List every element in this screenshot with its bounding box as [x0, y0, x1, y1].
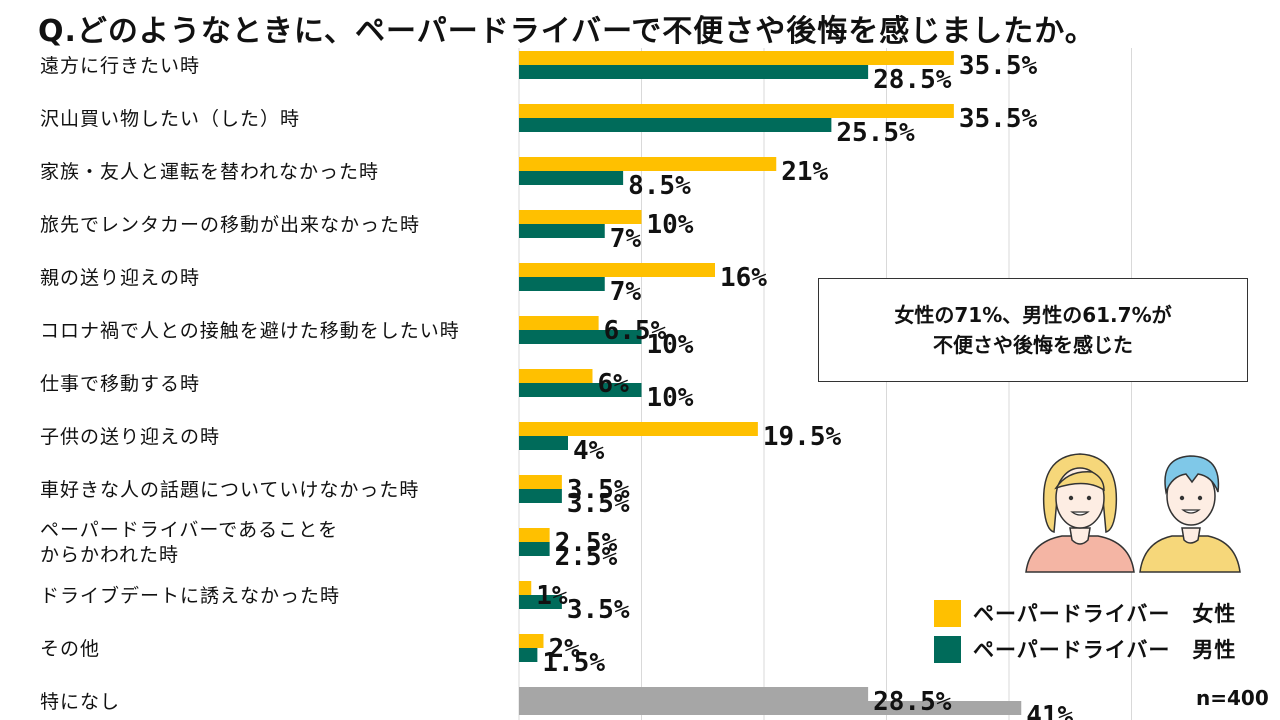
data-label-male: 10% [647, 330, 694, 360]
category-label: その他 [40, 637, 101, 660]
bar-male [519, 489, 562, 503]
bar-male [519, 436, 568, 450]
chart-title: Q.どのようなときに、ペーパードライバーで不便さや後悔を感じましたか。 [38, 14, 1096, 49]
data-label-female: 10% [647, 210, 694, 240]
data-label-female: 35.5% [959, 104, 1038, 134]
data-label-male: 1.5% [542, 648, 605, 678]
category-label: 家族・友人と運転を替われなかった時 [40, 160, 380, 183]
data-label-female: 28.5% [873, 687, 952, 717]
category-label: コロナ禍で人との接触を避けた移動をしたい時 [40, 319, 460, 342]
bar-male [519, 171, 624, 185]
chart-legend: ペーパードライバー 女性 ペーパードライバー 男性 [934, 596, 1236, 668]
bar-male [519, 648, 538, 662]
data-label-male: 7% [610, 224, 642, 254]
data-label-male: 8.5% [628, 171, 691, 201]
bar-female [519, 687, 869, 701]
category-label: 車好きな人の話題についていけなかった時 [40, 478, 420, 501]
bar-male [519, 542, 550, 556]
data-label-male: 10% [647, 383, 694, 413]
data-label-male: 41% [1026, 701, 1073, 720]
data-label-female: 2.5% [555, 528, 618, 558]
legend-item-male: ペーパードライバー 男性 [934, 632, 1236, 666]
bar-female [519, 263, 715, 277]
category-label: 特になし [40, 690, 121, 713]
legend-swatch-male [934, 635, 961, 663]
man-illustration [1139, 455, 1241, 573]
legend-label-female: ペーパードライバー 女性 [973, 602, 1237, 626]
data-label-female: 2% [549, 634, 581, 664]
callout-line-1: 女性の71%、男性の61.7%が [894, 303, 1172, 327]
data-label-male: 28.5% [873, 65, 952, 95]
category-label: 子供の送り迎えの時 [40, 425, 221, 448]
bar-male [519, 277, 605, 291]
bar-female [519, 581, 532, 595]
data-label-female: 3.5% [567, 475, 630, 505]
data-label-male: 4% [573, 436, 605, 466]
bar-male [519, 330, 642, 344]
data-label-male: 3.5% [567, 595, 630, 625]
data-label-female: 16% [720, 263, 767, 293]
legend-item-female: ペーパードライバー 女性 [934, 596, 1236, 630]
bar-male [519, 595, 562, 609]
woman-illustration [1025, 453, 1135, 573]
category-label: 沢山買い物したい（した）時 [40, 107, 301, 130]
data-label-female: 35.5% [959, 51, 1038, 81]
legend-swatch-female [934, 599, 961, 627]
category-label: 仕事で移動する時 [40, 372, 201, 395]
bar-female [519, 528, 550, 542]
bar-female [519, 369, 593, 383]
bar-female [519, 634, 544, 648]
bar-female [519, 475, 562, 489]
bar-female [519, 316, 599, 330]
bar-male [519, 118, 832, 132]
category-label: 旅先でレンタカーの移動が出来なかった時 [40, 213, 421, 236]
bar-male [519, 701, 1022, 715]
category-label: ペーパードライバーであることを からかわれた時 [40, 519, 339, 566]
bar-female [519, 157, 777, 171]
data-label-male: 3.5% [567, 489, 630, 519]
data-label-female: 1% [536, 581, 568, 611]
legend-label-male: ペーパードライバー 男性 [973, 638, 1237, 662]
bar-male [519, 65, 869, 79]
data-label-female: 6.5% [604, 316, 667, 346]
data-label-female: 21% [781, 157, 828, 187]
category-label: 遠方に行きたい時 [40, 54, 201, 77]
bar-female [519, 422, 758, 436]
callout-line-2: 不便さや後悔を感じた [933, 333, 1133, 357]
bar-female [519, 51, 954, 65]
bar-female [519, 210, 642, 224]
data-label-male: 7% [610, 277, 642, 307]
people-illustration [1025, 453, 1241, 573]
bar-male [519, 383, 642, 397]
sample-size-note: n=400 [1196, 686, 1269, 710]
category-label: 親の送り迎えの時 [40, 266, 201, 289]
summary-callout: 女性の71%、男性の61.7%が 不便さや後悔を感じた [818, 278, 1248, 382]
data-label-male: 25.5% [836, 118, 915, 148]
data-label-female: 19.5% [763, 422, 842, 452]
data-label-male: 2.5% [555, 542, 618, 572]
data-label-female: 6% [598, 369, 630, 399]
bar-male [519, 224, 605, 238]
category-label: ドライブデートに誘えなかった時 [40, 584, 341, 607]
bar-female [519, 104, 954, 118]
